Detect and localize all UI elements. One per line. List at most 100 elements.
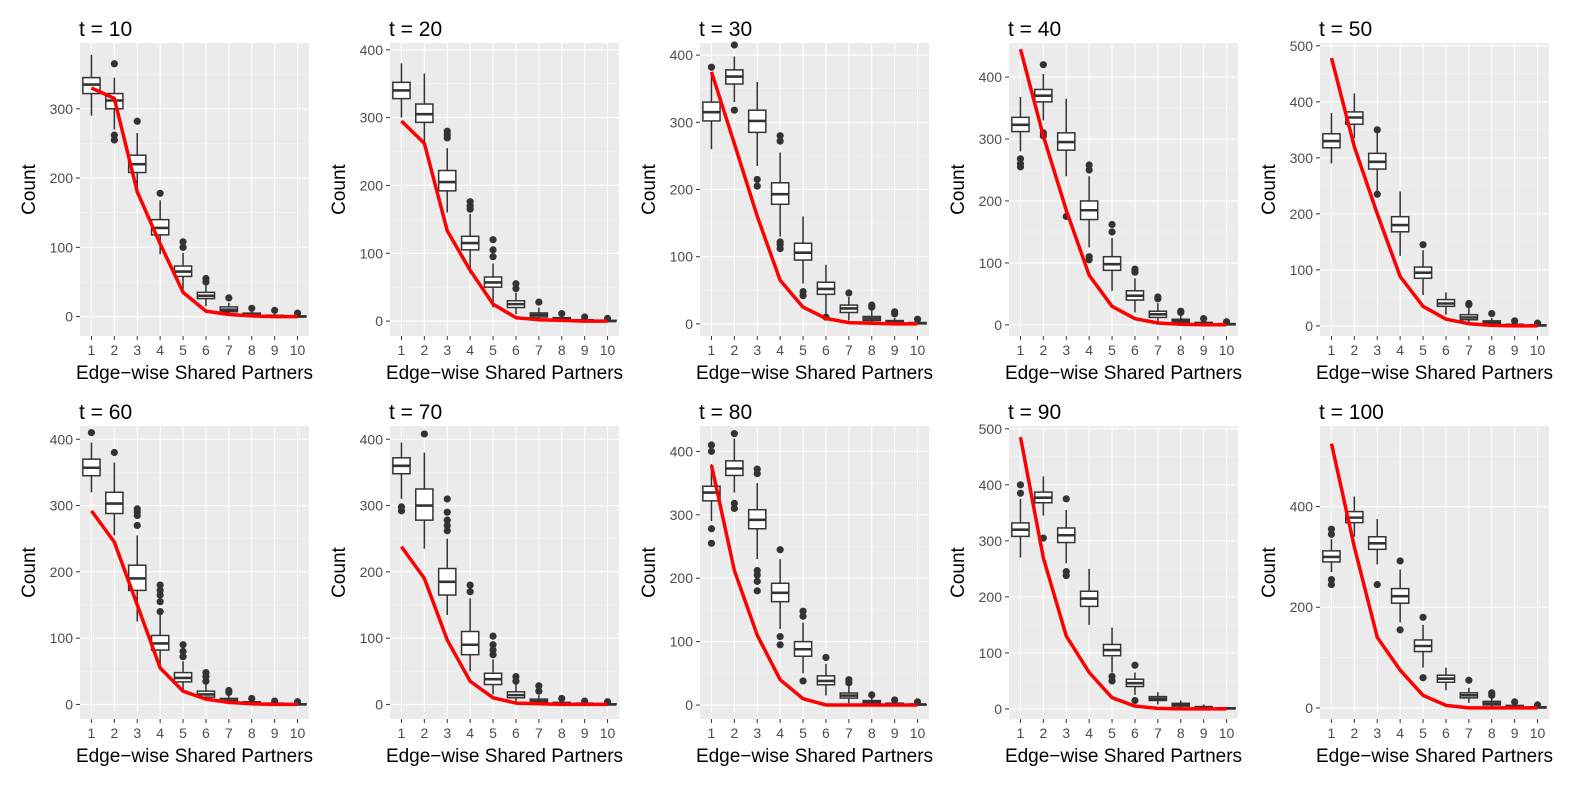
boxplot: [1011, 96, 1030, 171]
observed-line: [90, 509, 298, 707]
outlier-point: [822, 653, 830, 662]
observed-line: [709, 71, 918, 326]
boxplot: [1079, 161, 1099, 264]
x-axis-title: Edge−wise Shared Partners: [696, 363, 933, 384]
panel-title: t = 80: [699, 401, 752, 424]
boxplot: [1079, 568, 1099, 625]
outlier-point: [133, 521, 141, 530]
x-tick-label: 8: [868, 342, 876, 358]
observed-line: [400, 119, 608, 323]
y-tick-label: 500: [979, 421, 1003, 437]
box-iqr: [437, 169, 457, 192]
boxplot: [82, 429, 101, 493]
x-tick-label: 10: [290, 725, 306, 741]
boxplot: [1056, 98, 1076, 221]
x-axis-title: Edge−wise Shared Partners: [386, 746, 623, 767]
x-tick-label: 3: [443, 725, 451, 741]
boxplot: [1102, 220, 1122, 291]
boxplot: [1102, 627, 1122, 685]
x-tick-label: 9: [1511, 342, 1519, 358]
outlier-point: [225, 294, 233, 302]
y-axis-title: Count: [639, 163, 660, 214]
y-tick-label: 100: [50, 239, 74, 255]
x-tick-label: 3: [1062, 342, 1070, 358]
outlier-point: [443, 521, 451, 530]
boxplot: [816, 653, 836, 696]
x-tick-label: 1: [1017, 342, 1025, 358]
outlier-point: [1108, 672, 1116, 681]
y-tick-label: 300: [979, 131, 1003, 147]
x-tick-label: 1: [708, 342, 716, 358]
x-axis-title: Edge−wise Shared Partners: [76, 746, 313, 767]
outlier-point: [1511, 698, 1519, 706]
outlier-point: [776, 137, 784, 145]
y-tick-label: 200: [979, 193, 1003, 209]
outlier-point: [443, 495, 451, 503]
x-tick-label: 6: [1442, 725, 1450, 741]
outlier-point: [753, 465, 761, 473]
y-tick-label: 200: [1290, 206, 1314, 222]
outlier-point: [707, 447, 716, 455]
boxplot: [862, 301, 882, 324]
x-tick-label: 7: [1465, 342, 1473, 358]
boxplot: [1436, 667, 1456, 691]
outlier-point: [753, 577, 761, 585]
boxplot: [196, 668, 216, 702]
x-tick-label: 9: [891, 725, 899, 741]
boxplot: [1171, 700, 1191, 709]
y-tick-label: 0: [685, 316, 693, 332]
boxplot: [770, 546, 790, 649]
x-tick-label: 9: [1200, 725, 1208, 741]
y-tick-label: 0: [994, 317, 1002, 333]
outlier-point: [799, 607, 807, 615]
x-tick-label: 10: [290, 342, 306, 358]
x-axis-title: Edge−wise Shared Partners: [76, 363, 313, 384]
x-tick-label: 6: [512, 342, 520, 358]
y-tick-label: 400: [360, 431, 384, 447]
y-axis-title: Count: [19, 546, 40, 597]
outlier-point: [730, 106, 738, 114]
x-tick-label: 5: [1419, 342, 1427, 358]
x-tick-label: 6: [1131, 342, 1139, 358]
outlier-point: [420, 430, 428, 438]
observed-line: [709, 464, 918, 707]
y-tick-label: 300: [1290, 150, 1314, 166]
x-tick-label: 7: [845, 342, 853, 358]
outlier-point: [1488, 689, 1496, 697]
y-tick-label: 200: [1290, 599, 1314, 615]
boxplot: [747, 465, 767, 595]
x-tick-label: 6: [202, 725, 210, 741]
outlier-point: [707, 441, 716, 449]
x-tick-label: 9: [271, 725, 279, 741]
x-tick-label: 1: [88, 725, 96, 741]
boxplot: [127, 505, 147, 622]
boxplot: [460, 581, 480, 672]
y-tick-label: 300: [670, 114, 694, 130]
boxplot: [816, 264, 836, 321]
y-tick-label: 100: [670, 249, 694, 265]
panel-background: [80, 426, 309, 719]
y-tick-label: 0: [65, 696, 73, 712]
x-tick-label: 3: [1062, 725, 1070, 741]
boxplot: [725, 430, 744, 513]
x-tick-label: 8: [1488, 342, 1496, 358]
x-tick-label: 2: [1039, 342, 1047, 358]
x-tick-label: 2: [1039, 725, 1047, 741]
outlier-point: [1085, 253, 1093, 261]
observed-line: [1329, 57, 1538, 328]
outlier-point: [868, 301, 876, 309]
outlier-point: [1085, 161, 1093, 169]
box-iqr: [460, 630, 480, 656]
x-tick-label: 4: [1085, 342, 1093, 358]
chart-panel: 0 200 400 1 2 3 4 5 6 7 8 9 10 t = 100 Edge−wise Share…: [1259, 401, 1553, 767]
outlier-point: [1016, 481, 1025, 489]
outlier-point: [179, 647, 187, 655]
outlier-point: [1327, 530, 1336, 538]
chart-panel: 0 100 200 300 400 1 2 3 4 5 6 7 8 9 10 t = 40 Edge−wise …: [948, 18, 1242, 384]
x-tick-label: 4: [466, 342, 474, 358]
outlier-point: [753, 175, 761, 184]
x-tick-label: 8: [248, 342, 256, 358]
boxplot: [1148, 692, 1168, 705]
x-tick-label: 9: [581, 725, 589, 741]
x-tick-label: 4: [466, 725, 474, 741]
